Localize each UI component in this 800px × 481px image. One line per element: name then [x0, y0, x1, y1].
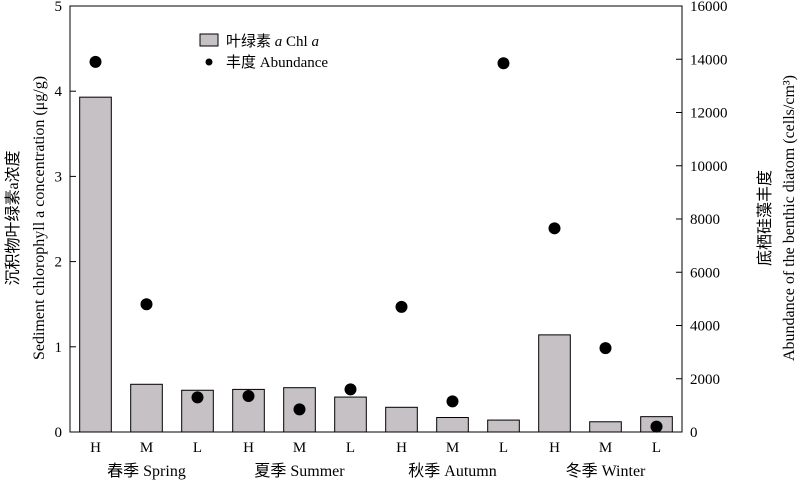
bar	[334, 396, 367, 433]
left-axis: 0 1 2 3 4 5	[55, 0, 76, 441]
right-tick-label: 4000	[690, 319, 720, 335]
abundance-point	[242, 390, 255, 403]
bar	[130, 383, 163, 433]
right-axis: 0 2000 4000 6000 8000 10000 12000 14000 16000	[676, 0, 728, 441]
abundance-point	[344, 383, 357, 396]
right-tick-label: 8000	[690, 212, 720, 228]
legend-bar-label: 叶绿素 a Chl a	[226, 33, 319, 50]
category-label: L	[346, 440, 355, 456]
bar	[487, 419, 520, 433]
abundance-point	[395, 300, 408, 313]
category-label: L	[652, 440, 661, 456]
abundance-point	[446, 395, 459, 408]
left-axis-title-english: Sediment chlorophyll a concentration (μg…	[31, 76, 48, 360]
season-label: 秋季 Autumn	[408, 462, 496, 480]
category-label: M	[293, 440, 306, 456]
right-tick-label: 12000	[690, 106, 728, 122]
legend: 叶绿素 a Chl a 丰度 Abundance	[199, 33, 328, 71]
season-label: 春季 Spring	[107, 462, 186, 480]
left-tick-label: 2	[55, 255, 63, 271]
right-axis-title-chinese: 底栖硅藻丰度	[756, 170, 774, 266]
legend-bar-swatch	[199, 33, 219, 47]
category-label: M	[140, 440, 153, 456]
bar	[538, 334, 571, 433]
bar	[589, 421, 622, 433]
abundance-point	[191, 391, 204, 404]
category-label: L	[193, 440, 202, 456]
abundance-point	[89, 55, 102, 68]
x-axis-seasons: 春季 Spring 夏季 Summer 秋季 Autumn 冬季 Winter	[107, 462, 646, 480]
legend-dot-swatch	[205, 58, 213, 66]
right-tick-label: 16000	[690, 0, 728, 15]
abundance-point	[599, 342, 612, 355]
left-tick-label: 3	[55, 169, 63, 185]
plot-border	[69, 5, 683, 433]
right-tick-label: 14000	[690, 52, 728, 68]
bar	[436, 417, 469, 433]
legend-dot-label: 丰度 Abundance	[226, 54, 328, 71]
bar	[79, 96, 112, 433]
left-tick-label: 5	[55, 0, 63, 15]
right-tick-label: 2000	[690, 372, 720, 388]
abundance-point	[548, 222, 561, 235]
bar-series	[79, 96, 673, 433]
right-tick-label: 6000	[690, 265, 720, 281]
right-axis-title-english: Abundance of the benthic diatom (cells/c…	[781, 75, 798, 361]
category-label: H	[396, 440, 407, 456]
category-label: H	[243, 440, 254, 456]
abundance-point	[140, 298, 153, 311]
category-label: L	[499, 440, 508, 456]
left-tick-label: 1	[55, 340, 63, 356]
category-label: H	[549, 440, 560, 456]
left-axis-title-chinese: 沉积物叶绿素a浓度	[4, 150, 22, 285]
plot-frame	[69, 5, 683, 433]
left-tick-label: 0	[55, 425, 63, 441]
abundance-point	[497, 57, 510, 70]
season-label: 冬季 Winter	[566, 462, 646, 480]
right-tick-label: 0	[690, 425, 698, 441]
left-tick-label: 4	[55, 84, 63, 100]
bar	[385, 406, 418, 433]
abundance-point	[650, 420, 663, 433]
abundance-point	[293, 403, 306, 416]
category-label: H	[90, 440, 101, 456]
category-label: M	[446, 440, 459, 456]
category-label: M	[599, 440, 612, 456]
season-label: 夏季 Summer	[254, 462, 345, 480]
abundance-series	[89, 55, 663, 433]
right-tick-label: 10000	[690, 159, 728, 175]
